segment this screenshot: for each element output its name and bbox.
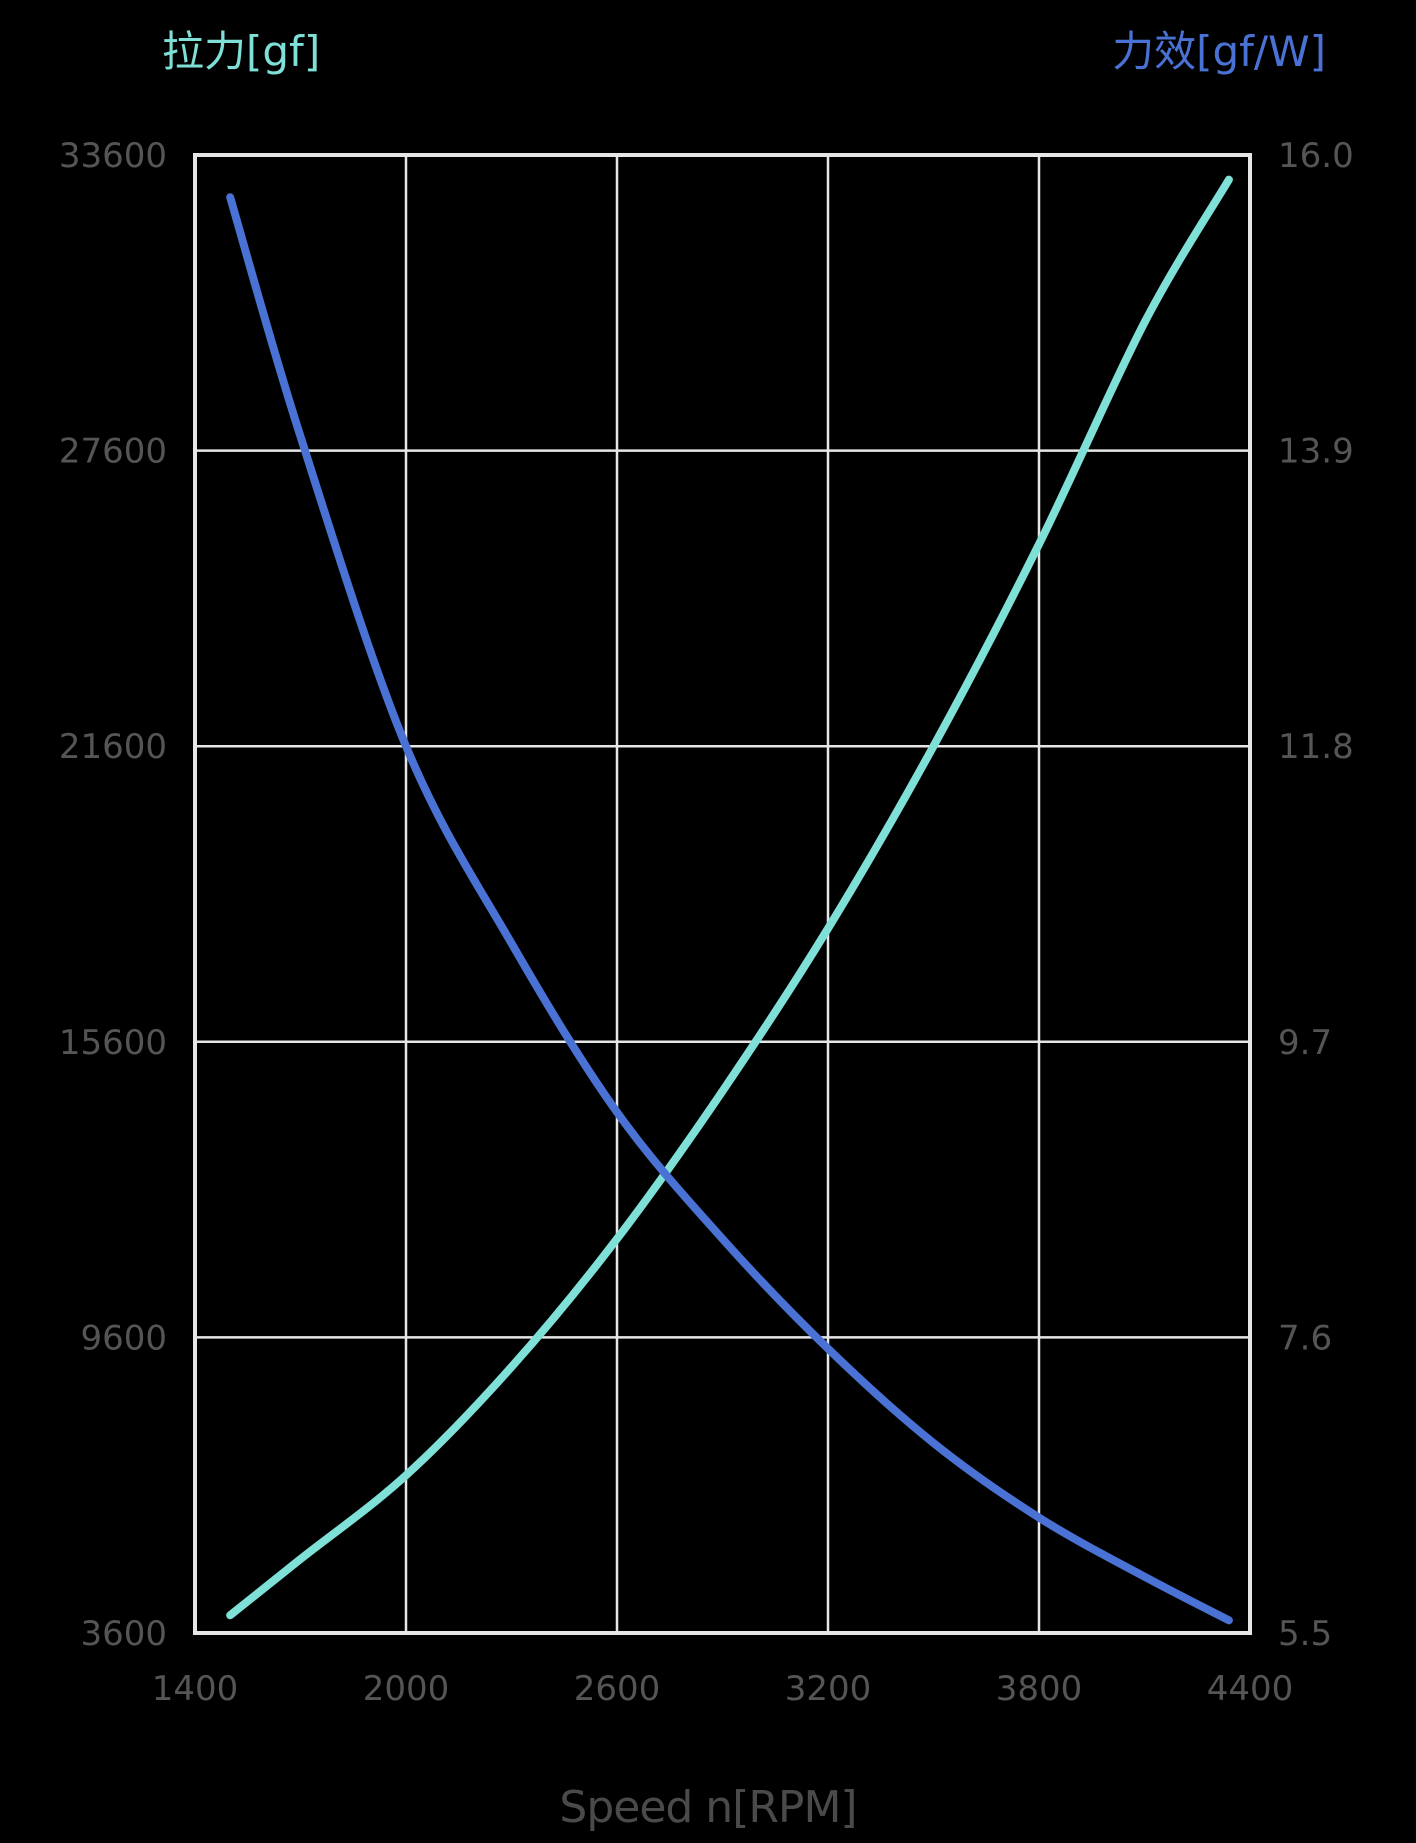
x-axis-title: Speed n[RPM] xyxy=(559,1782,857,1833)
grid-lines xyxy=(193,153,1252,1635)
left-y-tick-label: 3600 xyxy=(80,1614,167,1654)
left-y-axis-ticks: 3600 9600 15600 21600 27600 33600 xyxy=(59,136,167,1654)
right-y-tick-label: 7.6 xyxy=(1278,1318,1332,1358)
left-y-tick-label: 27600 xyxy=(59,432,167,472)
x-tick-label: 2600 xyxy=(574,1669,661,1709)
x-tick-label: 2000 xyxy=(363,1669,450,1709)
left-y-tick-label: 33600 xyxy=(59,136,167,176)
right-y-tick-label: 11.8 xyxy=(1278,727,1354,767)
right-axis-title: 力效[gf/W] xyxy=(1112,27,1326,76)
left-y-tick-label: 9600 xyxy=(80,1318,167,1358)
plot-frame xyxy=(193,153,1252,1635)
left-y-tick-label: 21600 xyxy=(59,727,167,767)
efficiency-curve xyxy=(226,193,1233,1625)
right-y-axis-ticks: 5.5 7.6 9.7 11.8 13.9 16.0 xyxy=(1278,136,1354,1654)
right-y-tick-label: 5.5 xyxy=(1278,1614,1332,1654)
thrust-curve xyxy=(226,175,1233,1620)
x-tick-label: 1400 xyxy=(152,1669,239,1709)
right-y-tick-label: 16.0 xyxy=(1278,136,1354,176)
x-axis-ticks: 1400 2000 2600 3200 3800 4400 xyxy=(152,1669,1294,1709)
x-tick-label: 4400 xyxy=(1207,1669,1294,1709)
x-tick-label: 3200 xyxy=(785,1669,872,1709)
left-y-tick-label: 15600 xyxy=(59,1023,167,1063)
series-layer xyxy=(226,175,1233,1625)
right-y-tick-label: 9.7 xyxy=(1278,1023,1332,1063)
left-axis-title: 拉力[gf] xyxy=(162,27,321,76)
right-y-tick-label: 13.9 xyxy=(1278,432,1354,472)
x-tick-label: 3800 xyxy=(996,1669,1083,1709)
